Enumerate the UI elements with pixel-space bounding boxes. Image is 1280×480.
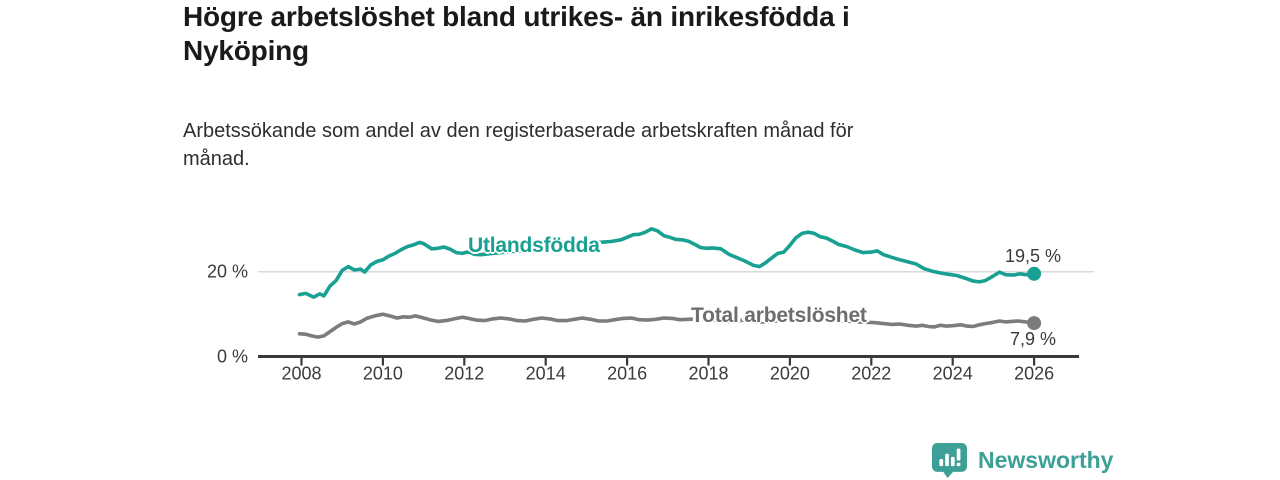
x-tick-label: 2016 — [607, 364, 647, 384]
newsworthy-wordmark: Newsworthy — [978, 447, 1114, 473]
page-title-line1: Högre arbetslöshet bland utrikes- än inr… — [183, 1, 850, 32]
end-dot-total — [1027, 316, 1042, 331]
newsworthy-logo[interactable]: Newsworthy — [932, 443, 1113, 478]
x-tick-label: 2010 — [363, 364, 403, 384]
series-label-total-arbetsloshet: Total arbetslöshet — [691, 304, 867, 327]
series-label-utlandsfodda: Utlandsfödda — [468, 234, 600, 257]
x-tick-label: 2012 — [444, 364, 484, 384]
end-dot-utlandsfodda — [1027, 266, 1042, 281]
x-tick-label: 2022 — [851, 364, 891, 384]
newsworthy-logo-icon — [932, 443, 967, 478]
page-title: Högre arbetslöshet bland utrikes- än inr… — [183, 0, 1103, 68]
end-value-label-utlandsfodda: 19,5 % — [1004, 246, 1061, 266]
x-tick-label: 2008 — [281, 364, 321, 384]
series-line-total — [297, 312, 1036, 339]
chart-subtitle-line2: månad. — [183, 148, 250, 170]
chart-subtitle: Arbetssökande som andel av den registerb… — [183, 117, 1063, 173]
series-line-utlandsfodda — [297, 227, 1036, 300]
x-tick-label: 2020 — [770, 364, 810, 384]
y-tick-label: 0 % — [217, 347, 248, 367]
y-tick-label: 20 % — [207, 262, 248, 282]
x-tick-label: 2024 — [933, 364, 973, 384]
logo-bars — [939, 448, 961, 467]
x-tick-label: 2014 — [526, 364, 566, 384]
chart-subtitle-line1: Arbetssökande som andel av den registerb… — [183, 120, 854, 142]
x-tick-label: 2026 — [1014, 364, 1054, 384]
end-value-label-total: 7,9 % — [1009, 329, 1056, 349]
x-tick-label: 2018 — [688, 364, 728, 384]
page-title-line2: Nyköping — [183, 35, 309, 66]
